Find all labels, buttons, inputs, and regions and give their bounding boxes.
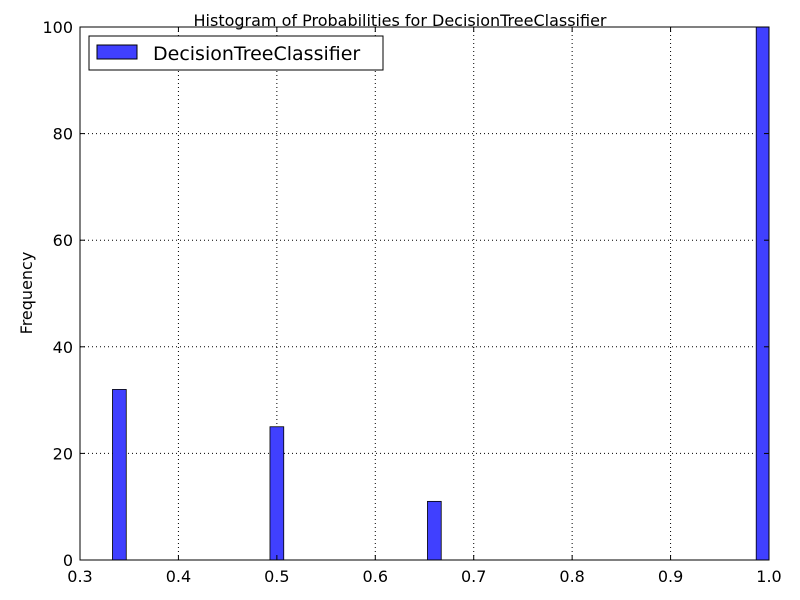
- x-tick-label: 0.4: [166, 567, 191, 586]
- y-tick-label: 0: [63, 551, 73, 570]
- x-tick-label: 0.6: [363, 567, 388, 586]
- y-tick-label: 60: [53, 231, 73, 250]
- x-tick-label: 0.8: [559, 567, 584, 586]
- y-tick-label: 40: [53, 338, 73, 357]
- ticks: 0.3 0.4 0.5 0.6 0.7 0.8 0.9 1.0 0 20 40 60 80 100: [42, 18, 781, 586]
- grid: [80, 27, 769, 560]
- legend: DecisionTreeClassifier: [88, 35, 384, 71]
- histogram-bar: [755, 26, 770, 561]
- x-tick-label: 0.7: [461, 567, 486, 586]
- histogram-bar: [427, 500, 442, 561]
- x-tick-label: 0.5: [264, 567, 289, 586]
- bars: [112, 26, 770, 561]
- y-axis-label: Frequency: [17, 252, 36, 335]
- legend-box: [88, 35, 384, 71]
- y-tick-label: 100: [42, 18, 73, 37]
- x-tick-label: 1.0: [756, 567, 781, 586]
- plot-frame: [79, 26, 770, 561]
- legend-label: DecisionTreeClassifier: [153, 43, 360, 65]
- x-tick-label: 0.3: [67, 567, 92, 586]
- chart-title: Histogram of Probabilities for DecisionT…: [194, 11, 607, 30]
- y-tick-label: 20: [53, 444, 73, 463]
- legend-swatch: [96, 44, 138, 60]
- histogram-bar: [112, 389, 127, 561]
- y-tick-label: 80: [53, 125, 73, 144]
- x-tick-label: 0.9: [658, 567, 683, 586]
- histogram-bar: [269, 426, 285, 561]
